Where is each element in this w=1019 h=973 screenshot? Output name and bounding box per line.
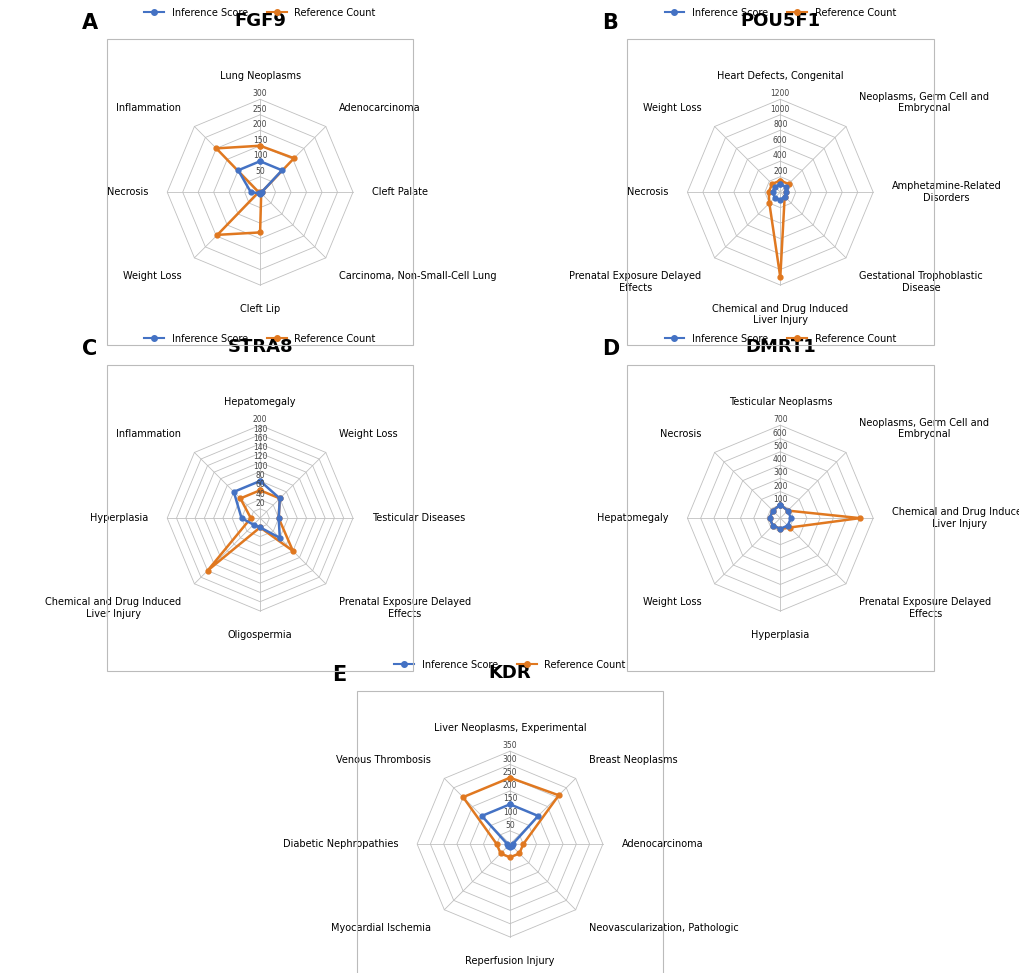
Text: Inflammation: Inflammation bbox=[116, 103, 181, 114]
Text: A: A bbox=[83, 13, 99, 33]
Text: D: D bbox=[602, 339, 620, 359]
Text: 200: 200 bbox=[253, 415, 267, 424]
Text: Breast Neoplasms: Breast Neoplasms bbox=[588, 755, 677, 766]
Text: 500: 500 bbox=[772, 442, 787, 450]
Text: Testicular Diseases: Testicular Diseases bbox=[371, 513, 465, 523]
Text: Prenatal Exposure Delayed
Effects: Prenatal Exposure Delayed Effects bbox=[858, 596, 990, 619]
Text: Neoplasms, Germ Cell and
Embryonal: Neoplasms, Germ Cell and Embryonal bbox=[858, 91, 988, 114]
Text: Amphetamine-Related
Disorders: Amphetamine-Related Disorders bbox=[891, 181, 1001, 203]
Text: Weight Loss: Weight Loss bbox=[338, 429, 397, 440]
Text: 400: 400 bbox=[772, 151, 787, 161]
Text: Neoplasms, Germ Cell and
Embryonal: Neoplasms, Germ Cell and Embryonal bbox=[858, 417, 988, 440]
Text: 250: 250 bbox=[253, 105, 267, 114]
Legend: Inference Score, Reference Count: Inference Score, Reference Count bbox=[660, 4, 899, 21]
Text: Weight Loss: Weight Loss bbox=[642, 596, 701, 607]
Text: 100: 100 bbox=[253, 151, 267, 161]
Legend: Inference Score, Reference Count: Inference Score, Reference Count bbox=[390, 656, 629, 673]
Text: 100: 100 bbox=[253, 462, 267, 471]
Text: Gestational Trophoblastic
Disease: Gestational Trophoblastic Disease bbox=[858, 270, 982, 293]
Text: Venous Thrombosis: Venous Thrombosis bbox=[336, 755, 431, 766]
Text: Cleft Lip: Cleft Lip bbox=[239, 304, 280, 313]
Text: 300: 300 bbox=[253, 90, 267, 98]
Text: 250: 250 bbox=[502, 768, 517, 776]
Text: Liver Neoplasms, Experimental: Liver Neoplasms, Experimental bbox=[433, 723, 586, 733]
Text: B: B bbox=[602, 13, 618, 33]
Text: 40: 40 bbox=[255, 489, 265, 498]
Text: Adenocarcinoma: Adenocarcinoma bbox=[621, 839, 702, 849]
Title: KDR: KDR bbox=[488, 664, 531, 682]
Text: Oligospermia: Oligospermia bbox=[227, 630, 292, 639]
Text: Hepatomegaly: Hepatomegaly bbox=[224, 397, 296, 407]
Text: 350: 350 bbox=[502, 741, 517, 750]
Text: Weight Loss: Weight Loss bbox=[122, 270, 181, 281]
Text: 80: 80 bbox=[255, 471, 265, 480]
Text: 180: 180 bbox=[253, 424, 267, 434]
Text: Hepatomegaly: Hepatomegaly bbox=[597, 513, 668, 523]
Text: Chemical and Drug Induced
Liver Injury: Chemical and Drug Induced Liver Injury bbox=[45, 596, 181, 619]
Text: 700: 700 bbox=[772, 415, 787, 424]
Text: 300: 300 bbox=[772, 468, 787, 478]
Text: 1000: 1000 bbox=[770, 105, 789, 114]
Text: 200: 200 bbox=[253, 121, 267, 129]
Text: 800: 800 bbox=[772, 121, 787, 129]
Text: 300: 300 bbox=[502, 754, 517, 764]
Text: Lung Neoplasms: Lung Neoplasms bbox=[219, 71, 301, 81]
Text: E: E bbox=[332, 665, 346, 685]
Text: Neovascularization, Pathologic: Neovascularization, Pathologic bbox=[588, 922, 738, 933]
Text: Cleft Palate: Cleft Palate bbox=[371, 187, 427, 198]
Text: 160: 160 bbox=[253, 434, 267, 443]
Text: 200: 200 bbox=[772, 166, 787, 176]
Text: 100: 100 bbox=[772, 495, 787, 504]
Text: Inflammation: Inflammation bbox=[116, 429, 181, 440]
Text: 140: 140 bbox=[253, 443, 267, 452]
Text: C: C bbox=[83, 339, 98, 359]
Text: 20: 20 bbox=[255, 499, 265, 508]
Text: Hyperplasia: Hyperplasia bbox=[91, 513, 149, 523]
Text: 200: 200 bbox=[772, 482, 787, 490]
Text: 100: 100 bbox=[502, 808, 517, 816]
Title: FGF9: FGF9 bbox=[234, 12, 285, 30]
Text: Reperfusion Injury: Reperfusion Injury bbox=[465, 955, 554, 965]
Text: Chemical and Drug Induced
Liver Injury: Chemical and Drug Induced Liver Injury bbox=[891, 507, 1019, 529]
Legend: Inference Score, Reference Count: Inference Score, Reference Count bbox=[141, 4, 379, 21]
Text: Heart Defects, Congenital: Heart Defects, Congenital bbox=[716, 71, 843, 81]
Text: 120: 120 bbox=[253, 452, 267, 461]
Text: Weight Loss: Weight Loss bbox=[642, 103, 701, 114]
Title: POU5F1: POU5F1 bbox=[740, 12, 819, 30]
Text: Necrosis: Necrosis bbox=[659, 429, 701, 440]
Text: 60: 60 bbox=[255, 481, 265, 489]
Text: 50: 50 bbox=[255, 166, 265, 176]
Text: Adenocarcinoma: Adenocarcinoma bbox=[338, 103, 420, 114]
Text: Diabetic Nephropathies: Diabetic Nephropathies bbox=[282, 839, 398, 849]
Text: Prenatal Exposure Delayed
Effects: Prenatal Exposure Delayed Effects bbox=[338, 596, 471, 619]
Legend: Inference Score, Reference Count: Inference Score, Reference Count bbox=[660, 330, 899, 347]
Text: Testicular Neoplasms: Testicular Neoplasms bbox=[728, 397, 832, 407]
Legend: Inference Score, Reference Count: Inference Score, Reference Count bbox=[141, 330, 379, 347]
Text: 150: 150 bbox=[253, 136, 267, 145]
Text: 50: 50 bbox=[504, 821, 515, 830]
Text: 400: 400 bbox=[772, 455, 787, 464]
Text: 1200: 1200 bbox=[770, 90, 789, 98]
Text: Necrosis: Necrosis bbox=[107, 187, 149, 198]
Text: 600: 600 bbox=[772, 428, 787, 438]
Text: Chemical and Drug Induced
Liver Injury: Chemical and Drug Induced Liver Injury bbox=[711, 304, 848, 325]
Text: Necrosis: Necrosis bbox=[627, 187, 668, 198]
Text: 150: 150 bbox=[502, 794, 517, 804]
Text: 600: 600 bbox=[772, 136, 787, 145]
Text: Carcinoma, Non-Small-Cell Lung: Carcinoma, Non-Small-Cell Lung bbox=[338, 270, 496, 281]
Text: 200: 200 bbox=[502, 781, 517, 790]
Text: Hyperplasia: Hyperplasia bbox=[750, 630, 809, 639]
Title: DMRT1: DMRT1 bbox=[744, 338, 815, 356]
Text: Prenatal Exposure Delayed
Effects: Prenatal Exposure Delayed Effects bbox=[569, 270, 701, 293]
Title: STRA8: STRA8 bbox=[227, 338, 292, 356]
Text: Myocardial Ischemia: Myocardial Ischemia bbox=[331, 922, 431, 933]
